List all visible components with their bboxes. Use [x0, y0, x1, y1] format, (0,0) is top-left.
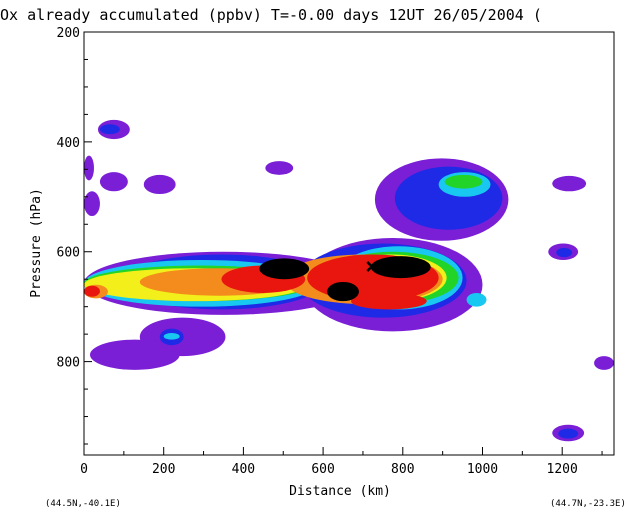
- contour-purple-region: [143, 174, 176, 195]
- x-axis-label: Distance (km): [289, 484, 391, 499]
- x-tick-label: 1000: [467, 462, 498, 477]
- contour-blue-region: [558, 428, 579, 439]
- plot-frame: [83, 31, 615, 456]
- y-tick-label: 800: [57, 356, 80, 371]
- x-tick-label: 1200: [547, 462, 578, 477]
- contour-purple-region: [594, 356, 614, 370]
- contour-black-region: [327, 281, 359, 302]
- y-tick-label: 200: [57, 26, 80, 41]
- x-tick-label: 800: [391, 462, 414, 477]
- y-axis: 200 400 600 800: [57, 26, 92, 445]
- contour-fills: [84, 119, 614, 442]
- contour-blue-region: [556, 247, 573, 258]
- x-axis: 0 200 400 600 800 1000 1200: [80, 447, 603, 477]
- contour-purple-region: [265, 161, 294, 175]
- x-tick-label: 400: [232, 462, 255, 477]
- contour-purple-region: [552, 175, 587, 192]
- contour-red-region: [350, 292, 427, 310]
- contour-cyan-region: [163, 333, 180, 340]
- x-tick-label: 0: [80, 462, 88, 477]
- y-axis-label: Pressure (hPa): [29, 188, 44, 298]
- y-tick-label: 600: [57, 246, 80, 261]
- contour-purple-region: [84, 191, 100, 217]
- right-endpoint-label: (44.7N,-23.3E): [550, 499, 626, 509]
- contour-green-region: [444, 174, 483, 189]
- contour-purple-region: [99, 172, 128, 192]
- contour-cyan-region: [466, 292, 487, 307]
- contour-purple-region: [89, 339, 180, 370]
- contour-black-region: [370, 256, 431, 279]
- contour-red-region: [84, 285, 100, 297]
- y-tick-label: 400: [57, 136, 80, 151]
- contour-blue-region: [99, 124, 120, 135]
- contour-black-region: [259, 258, 310, 280]
- x-tick-label: 200: [152, 462, 175, 477]
- contour-purple-region: [84, 155, 94, 181]
- chart-title: Ox already accumulated (ppbv) T=-0.00 da…: [0, 6, 542, 24]
- location-marker: ×: [365, 254, 378, 279]
- x-tick-label: 600: [311, 462, 334, 477]
- left-endpoint-label: (44.5N,-40.1E): [45, 499, 121, 509]
